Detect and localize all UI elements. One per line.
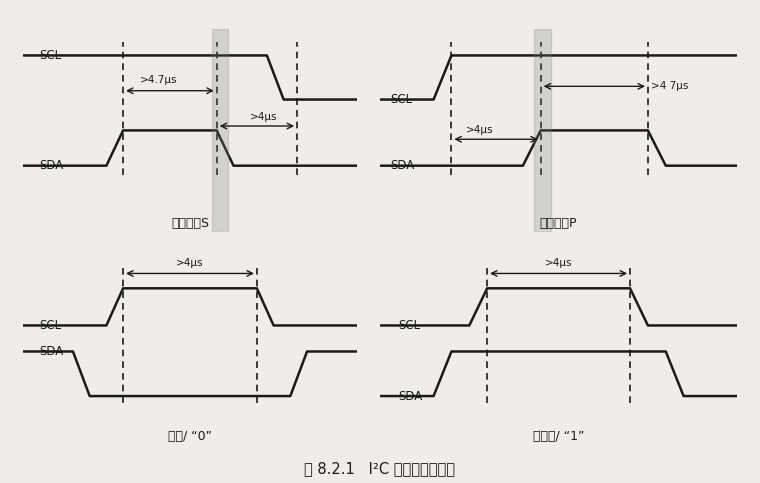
- Text: >4.7μs: >4.7μs: [140, 75, 177, 85]
- Text: 非应答/ “1”: 非应答/ “1”: [533, 430, 584, 443]
- Text: >4 7μs: >4 7μs: [651, 81, 689, 91]
- Text: SCL: SCL: [398, 319, 420, 332]
- Text: SDA: SDA: [398, 390, 422, 402]
- Text: SCL: SCL: [391, 93, 413, 106]
- Text: SDA: SDA: [391, 159, 415, 172]
- Text: 起始信号S: 起始信号S: [171, 216, 209, 229]
- Text: 图 8.2.1   I²C 总线模拟时序图: 图 8.2.1 I²C 总线模拟时序图: [305, 461, 455, 476]
- Text: 终止信号P: 终止信号P: [540, 216, 578, 229]
- Text: >4μs: >4μs: [250, 112, 277, 122]
- Text: >4μs: >4μs: [467, 125, 494, 135]
- Text: SDA: SDA: [40, 345, 64, 358]
- Text: SCL: SCL: [40, 49, 62, 62]
- Bar: [534, 29, 552, 232]
- Bar: [212, 29, 229, 232]
- Text: 应答/ “0”: 应答/ “0”: [168, 430, 212, 443]
- Text: SCL: SCL: [40, 319, 62, 332]
- Text: >4μs: >4μs: [545, 257, 572, 268]
- Text: >4μs: >4μs: [176, 257, 204, 268]
- Text: SDA: SDA: [40, 159, 64, 172]
